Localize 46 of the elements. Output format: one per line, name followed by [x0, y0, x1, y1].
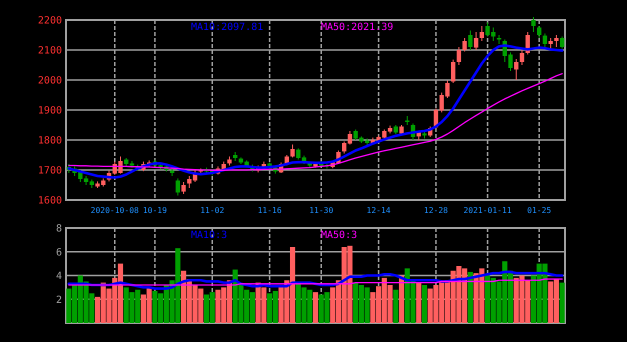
candlestick: [542, 33, 548, 48]
bar: [393, 290, 398, 323]
text: MA10:2097.81: [191, 22, 264, 33]
y-tick-label: 2100: [38, 46, 62, 56]
y-tick-label: 1600: [38, 196, 62, 206]
x-tick-label: 10-19: [142, 206, 168, 215]
x-tick-label: 2021-01-11: [463, 206, 512, 215]
candlestick: [554, 34, 559, 48]
candlestick: [290, 144, 295, 158]
candlestick: [181, 182, 186, 194]
x-tick-label: 01-25: [527, 206, 552, 215]
bar: [312, 292, 318, 323]
x-tick-label: 12-14: [366, 206, 391, 215]
y-tick-label: 1700: [38, 166, 62, 176]
x-tick-label: 12-28: [424, 206, 448, 215]
y-tick-label: 1800: [38, 136, 62, 146]
y-tick-label: 2: [56, 294, 62, 306]
x-tick-label: 11-02: [200, 206, 224, 215]
bar: [468, 272, 473, 323]
text: MA10:3: [191, 230, 228, 241]
y-tick-label: 2000: [38, 76, 62, 86]
text: MA50:3: [321, 230, 358, 241]
x-tick-label: 2020-10-08: [90, 206, 140, 215]
y-tick-label: 8: [56, 224, 62, 234]
x-tick-label: 11-16: [258, 206, 282, 215]
candlestick: [520, 50, 524, 66]
bar: [416, 282, 422, 323]
candlestick: [537, 26, 542, 38]
candlestick: [474, 32, 478, 50]
y-tick-label: 6: [56, 247, 62, 258]
candlestick: [468, 30, 473, 50]
candlestick: [462, 38, 467, 52]
candlestick: [560, 36, 564, 49]
y-tick-label: 4: [56, 271, 62, 282]
candlestick: [456, 46, 462, 66]
candlestick: [450, 59, 456, 84]
candlestick: [531, 16, 536, 32]
text: MA50:2021.39: [321, 22, 394, 33]
bar: [422, 285, 428, 323]
bar: [560, 282, 565, 323]
candlestick: [176, 178, 180, 196]
candlestick: [480, 26, 484, 42]
x-tick-label: 11-30: [309, 206, 334, 215]
candlestick: [514, 58, 518, 80]
y-tick-label: 1900: [38, 106, 62, 116]
y-tick-label: 2200: [38, 16, 62, 26]
